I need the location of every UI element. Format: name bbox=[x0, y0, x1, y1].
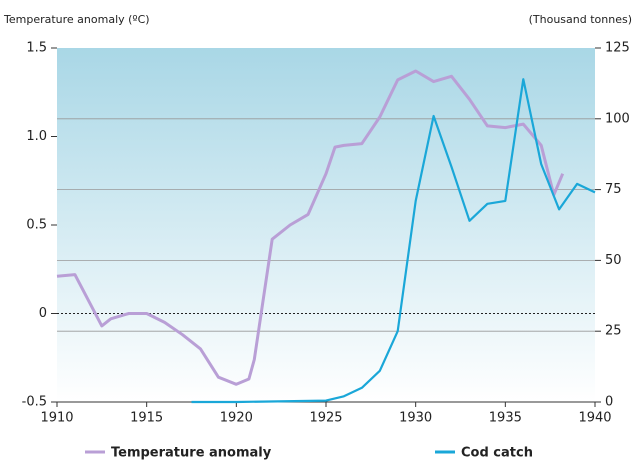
y-tick-label: -0.5 bbox=[22, 395, 47, 410]
legend-label: Temperature anomaly bbox=[111, 446, 272, 461]
y-tick-label: 1.5 bbox=[26, 41, 47, 56]
x-tick-label: 1915 bbox=[130, 411, 163, 426]
legend-label: Cod catch bbox=[461, 446, 533, 461]
y2-tick-label: 75 bbox=[605, 182, 622, 197]
y-tick-label: 0.5 bbox=[26, 218, 47, 233]
y2-tick-label: 0 bbox=[605, 395, 613, 410]
y-tick-label: 0 bbox=[39, 306, 47, 321]
y2-tick-label: 125 bbox=[605, 41, 630, 56]
y-tick-label: 1.0 bbox=[26, 129, 47, 144]
line-series bbox=[191, 78, 596, 404]
y2-tick-label: 50 bbox=[605, 253, 622, 268]
y-axis-label: Temperature anomaly (ºC) bbox=[3, 13, 150, 26]
x-tick-label: 1925 bbox=[309, 411, 342, 426]
line-series bbox=[56, 69, 565, 386]
x-tick-label: 1930 bbox=[399, 411, 432, 426]
y2-tick-label: 25 bbox=[605, 324, 622, 339]
x-tick-label: 1940 bbox=[578, 411, 611, 426]
x-tick-label: 1920 bbox=[220, 411, 253, 426]
x-tick-label: 1935 bbox=[489, 411, 522, 426]
y2-tick-label: 100 bbox=[605, 111, 630, 126]
x-tick-label: 1910 bbox=[40, 411, 73, 426]
plot-background bbox=[57, 48, 595, 402]
y2-axis-label: (Thousand tonnes) bbox=[529, 13, 632, 26]
